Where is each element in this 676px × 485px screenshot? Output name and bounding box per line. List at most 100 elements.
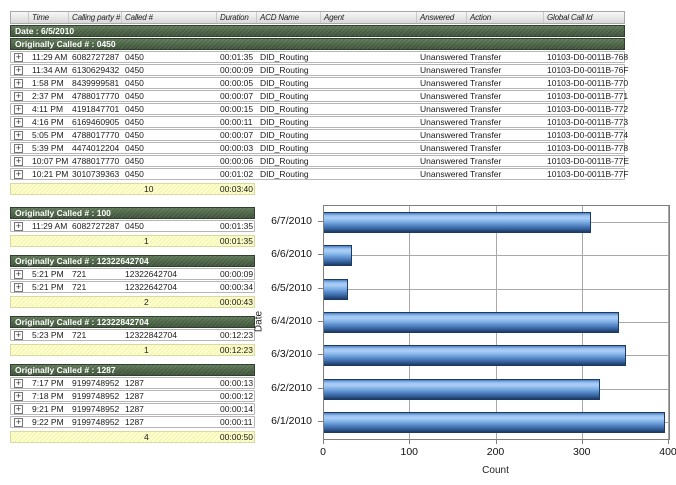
expand-cell: + [11, 378, 29, 388]
cell-agent [321, 130, 417, 140]
expand-icon[interactable]: + [14, 156, 23, 166]
summary-count: 10 [144, 184, 154, 194]
cell-calling-party: 3010739363 [72, 169, 120, 179]
cell-called: 12322642704 [125, 282, 178, 292]
cell-action: Transfer [470, 91, 502, 101]
cell-agent [321, 91, 417, 101]
y-tick-mark [318, 387, 323, 389]
expand-icon[interactable]: + [14, 104, 23, 114]
cell-calling-party: 4191847701 [72, 104, 120, 114]
expand-icon[interactable]: + [14, 221, 23, 231]
cell-action: Transfer [470, 169, 502, 179]
header-cell-calling-party: Calling party # [69, 12, 122, 23]
cell-calling-party: 4474012204 [72, 143, 120, 153]
cell-calling-party: 9199748952 [72, 378, 120, 388]
cell-action: Transfer [470, 104, 502, 114]
cell-calling-party: 6130629432 [72, 65, 120, 75]
summary-duration: 00:01:35 [219, 236, 253, 246]
cell-global-call-id: 10103-D0-0011B-768 [547, 52, 629, 62]
cell-time: 11:29 AM [32, 52, 68, 62]
y-axis-labels: 6/7/2010 6/6/2010 6/5/2010 6/4/2010 6/3/2010… [256, 205, 323, 438]
summary-spacer [29, 236, 69, 246]
expand-icon[interactable]: + [14, 117, 23, 127]
y-tick-mark [318, 420, 323, 422]
cell-agent [321, 143, 417, 153]
expand-icon[interactable]: + [14, 143, 23, 153]
cell-called: 12322642704 [125, 269, 178, 279]
expand-icon[interactable]: + [14, 330, 23, 340]
x-tick-mark [581, 440, 583, 444]
x-tick-label: 400 [659, 446, 676, 458]
cell-time: 5:39 PM [32, 143, 64, 153]
summary-row: 2 00:00:43 [10, 296, 255, 308]
summary-row: 1 00:12:23 [10, 344, 255, 356]
cell-answered: Unanswered [420, 130, 468, 140]
expand-icon[interactable]: + [14, 130, 23, 140]
cell-answered: Unanswered [420, 52, 468, 62]
cell-agent [321, 78, 417, 88]
cell-time: 5:05 PM [32, 130, 64, 140]
expand-icon[interactable]: + [14, 91, 23, 101]
group-header-originally-called-0450: Originally Called # : 0450 [10, 38, 625, 50]
cell-duration: 00:01:35 [220, 52, 254, 62]
cell-time: 5:23 PM [32, 330, 64, 340]
expand-icon[interactable]: + [14, 65, 23, 75]
cell-calling-party: 9199748952 [72, 417, 120, 427]
header-cell-agent: Agent [321, 12, 417, 23]
cell-answered: Unanswered [420, 91, 468, 101]
category-label: 6/3/2010 [271, 348, 312, 361]
call-row: + 5:05 PM 4788017770 0450 00:00:07 DID_R… [10, 129, 628, 141]
cell-acd-name: DID_Routing [260, 104, 309, 114]
cell-agent [321, 117, 417, 127]
category-label: 6/1/2010 [271, 414, 312, 427]
cell-acd-name: DID_Routing [260, 65, 309, 75]
expand-icon[interactable]: + [14, 78, 23, 88]
expand-icon[interactable]: + [14, 417, 23, 427]
cell-called: 1287 [125, 417, 144, 427]
cell-calling-party: 6082727287 [72, 221, 120, 231]
expand-icon[interactable]: + [14, 282, 23, 292]
expand-icon[interactable]: + [14, 404, 23, 414]
cell-agent [321, 104, 417, 114]
summary-duration: 00:03:40 [219, 184, 253, 194]
cell-time: 11:29 AM [32, 221, 68, 231]
x-axis-title: Count [482, 465, 509, 476]
header-cell-called: Called # [122, 12, 217, 23]
call-row: + 5:39 PM 4474012204 0450 00:00:03 DID_R… [10, 142, 628, 154]
expand-cell: + [11, 404, 29, 414]
bar [324, 345, 626, 367]
group-header-originally-called-12322642704: Originally Called # : 12322642704 [10, 255, 255, 267]
group-header-originally-called-100: Originally Called # : 100 [10, 207, 255, 219]
cell-calling-party: 4788017770 [72, 91, 120, 101]
cell-duration: 00:00:11 [220, 417, 253, 427]
call-row: + 4:16 PM 6169460905 0450 00:00:11 DID_R… [10, 116, 628, 128]
call-row: + 5:21 PM 721 12322642704 00:00:34 [10, 281, 255, 293]
expand-icon[interactable]: + [14, 269, 23, 279]
cell-acd-name: DID_Routing [260, 130, 309, 140]
bar [324, 312, 619, 333]
expand-icon[interactable]: + [14, 378, 23, 388]
cell-agent [321, 169, 417, 179]
summary-spacer [11, 184, 29, 194]
cell-calling-party: 6169460905 [72, 117, 120, 127]
x-tick-mark [323, 440, 324, 444]
expand-icon[interactable]: + [14, 391, 23, 401]
expand-icon[interactable]: + [14, 52, 23, 62]
summary-count: 1 [144, 236, 149, 246]
y-tick-mark [318, 321, 323, 322]
expand-icon[interactable]: + [14, 169, 23, 179]
cell-answered: Unanswered [420, 169, 468, 179]
cell-called: 0450 [125, 130, 144, 140]
expand-cell: + [11, 130, 29, 140]
cell-called: 0450 [125, 52, 144, 62]
cell-action: Transfer [470, 78, 502, 88]
category-label: 6/5/2010 [271, 281, 312, 294]
cell-called: 0450 [125, 143, 144, 153]
cell-global-call-id: 10103-D0-0011B-77F [547, 169, 629, 179]
call-row: + 11:29 AM 6082727287 0450 00:01:35 [10, 220, 255, 232]
expand-cell: + [11, 269, 29, 279]
bar [324, 212, 591, 234]
expand-cell: + [11, 104, 29, 114]
x-axis: 0 100 200 300 400 [256, 440, 676, 464]
cell-time: 10:21 PM [32, 169, 69, 179]
